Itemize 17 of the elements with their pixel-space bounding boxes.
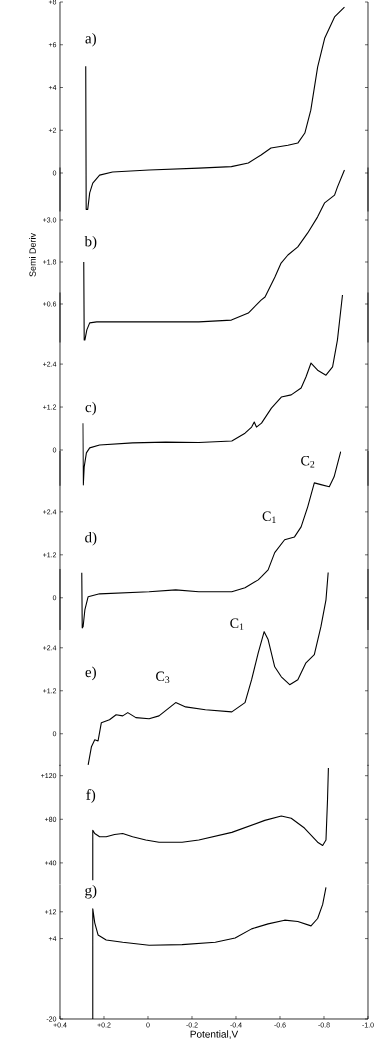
annotation: c) (85, 401, 96, 416)
annotation: b) (84, 235, 97, 250)
y-axis-title: Semi Deriv (29, 233, 36, 277)
line-series (85, 6, 346, 210)
annotation: a) (85, 32, 96, 47)
annotation: C$_{3}$ (156, 671, 170, 684)
annotation: f) (86, 789, 96, 803)
line-series (81, 451, 342, 629)
annotation: g) (85, 884, 97, 899)
line-series (82, 294, 344, 486)
annotation: e) (85, 666, 96, 681)
annotation: C$_{1}$ (230, 618, 244, 630)
annotation: C$_{2}$ (301, 456, 315, 468)
annotation: C$_{1}$ (262, 511, 276, 523)
x-axis-title: Potential,V (190, 1030, 239, 1039)
annotation: d) (85, 531, 97, 546)
line-series (87, 572, 329, 766)
